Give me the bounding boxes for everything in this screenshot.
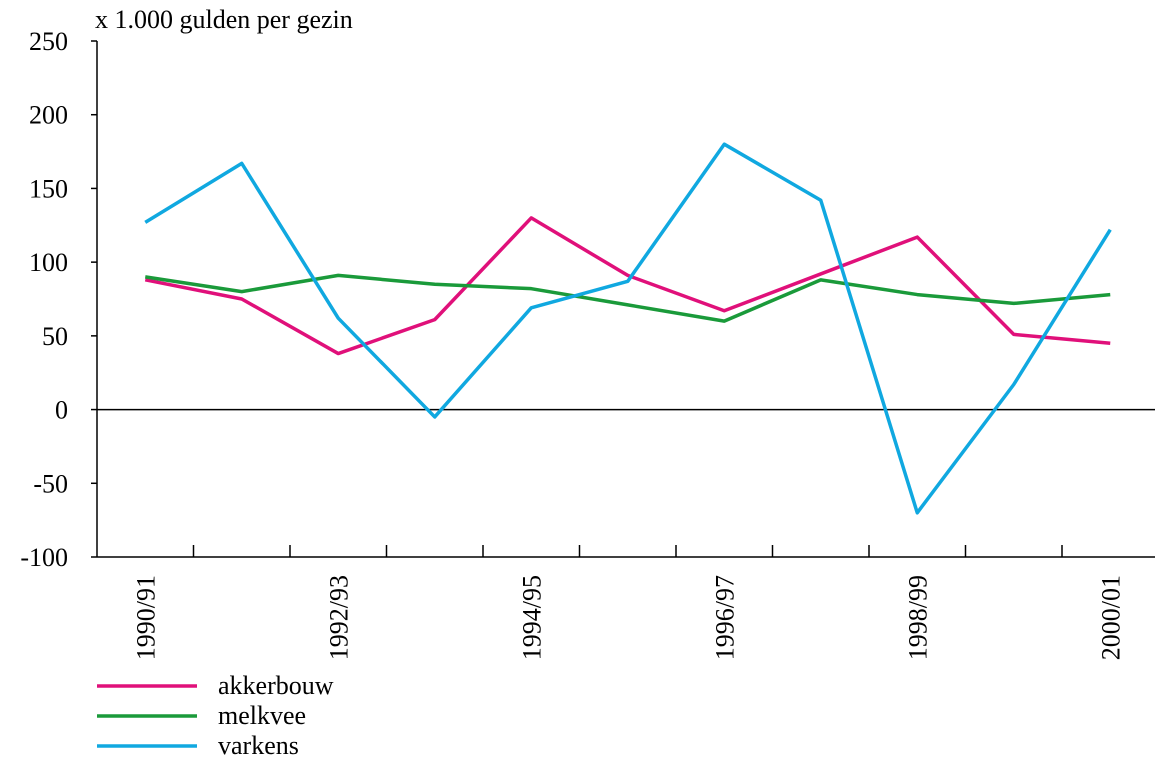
y-tick-label: 250: [29, 27, 68, 56]
x-tick-label: 1998/99: [903, 575, 932, 660]
y-tick-label: 200: [29, 101, 68, 130]
legend-label: melkvee: [218, 701, 306, 730]
x-tick-label: 2000/01: [1096, 575, 1125, 660]
legend-label: akkerbouw: [218, 671, 334, 700]
y-tick-label: 50: [42, 322, 68, 351]
y-tick-label: 0: [55, 396, 68, 425]
x-tick-label: 1992/93: [324, 575, 353, 660]
y-tick-label: -100: [20, 543, 68, 572]
series-line: [144, 142, 1112, 515]
x-tick-label: 1994/95: [517, 575, 546, 660]
y-tick-label: -50: [33, 469, 68, 498]
series-line: [144, 273, 1111, 323]
y-tick-label: 150: [29, 174, 68, 203]
x-tick-label: 1990/91: [131, 575, 160, 660]
y-axis-label: x 1.000 gulden per gezin: [95, 5, 353, 34]
legend-label: varkens: [218, 731, 299, 760]
y-tick-label: 100: [29, 248, 68, 277]
series-line: [144, 216, 1111, 356]
x-tick-label: 1996/97: [710, 575, 739, 660]
